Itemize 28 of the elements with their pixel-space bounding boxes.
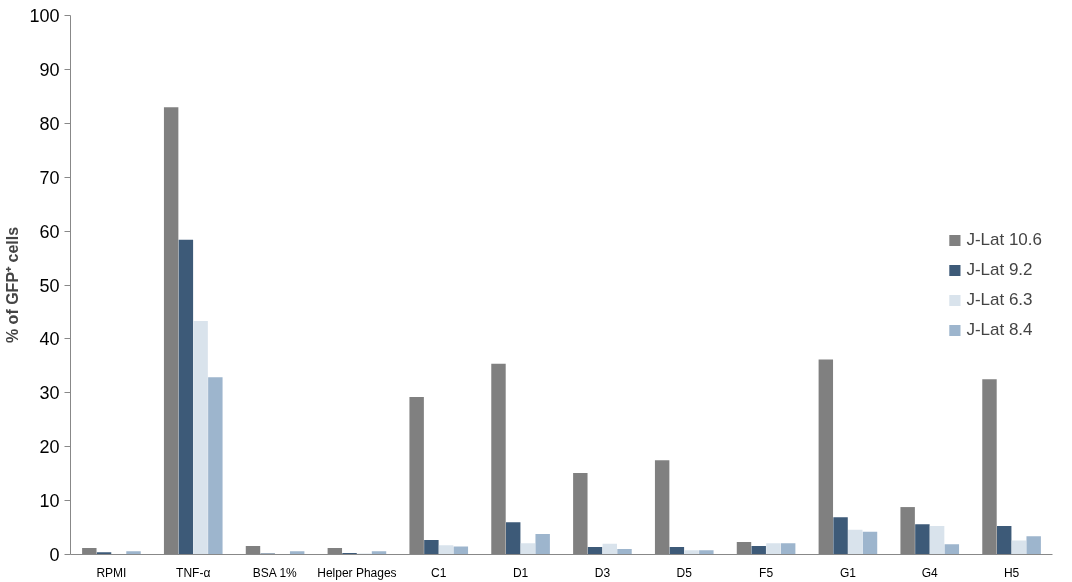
x-tick-label: D3 <box>594 565 611 580</box>
x-tick-label: BSA 1% <box>252 565 298 580</box>
y-tick-label: 60 <box>39 221 60 242</box>
x-tick-label: Helper Phages <box>317 565 397 580</box>
y-tick-label: 0 <box>49 545 60 565</box>
y-axis-title: % of GFP⁺ cells <box>4 226 22 344</box>
legend-label: J-Lat 10.6 <box>966 229 1042 250</box>
y-tick-label: 10 <box>39 491 60 512</box>
y-tick-label: 70 <box>39 167 60 188</box>
x-tick-label: D5 <box>676 565 693 580</box>
y-tick-label: 50 <box>39 275 60 296</box>
x-tick-label: G4 <box>921 565 939 580</box>
x-tick-label: TNF-α <box>176 565 211 580</box>
x-tick-label: RPMI <box>96 565 127 580</box>
y-tick-label: 80 <box>39 113 60 134</box>
y-tick-label: 90 <box>39 59 60 80</box>
y-tick-label: 100 <box>29 6 60 26</box>
x-tick-label: G1 <box>839 565 857 580</box>
x-tick-label: D1 <box>512 565 529 580</box>
x-tick-label: C1 <box>431 565 447 580</box>
y-tick-label: 40 <box>39 329 60 350</box>
legend-label: J-Lat 6.3 <box>966 289 1033 310</box>
x-tick-label: H5 <box>1003 565 1020 580</box>
legend-label: J-Lat 9.2 <box>966 259 1033 280</box>
legend-label: J-Lat 8.4 <box>966 319 1033 340</box>
y-tick-label: 20 <box>39 437 60 458</box>
x-tick-label: F5 <box>759 565 774 580</box>
y-tick-label: 30 <box>39 383 60 404</box>
